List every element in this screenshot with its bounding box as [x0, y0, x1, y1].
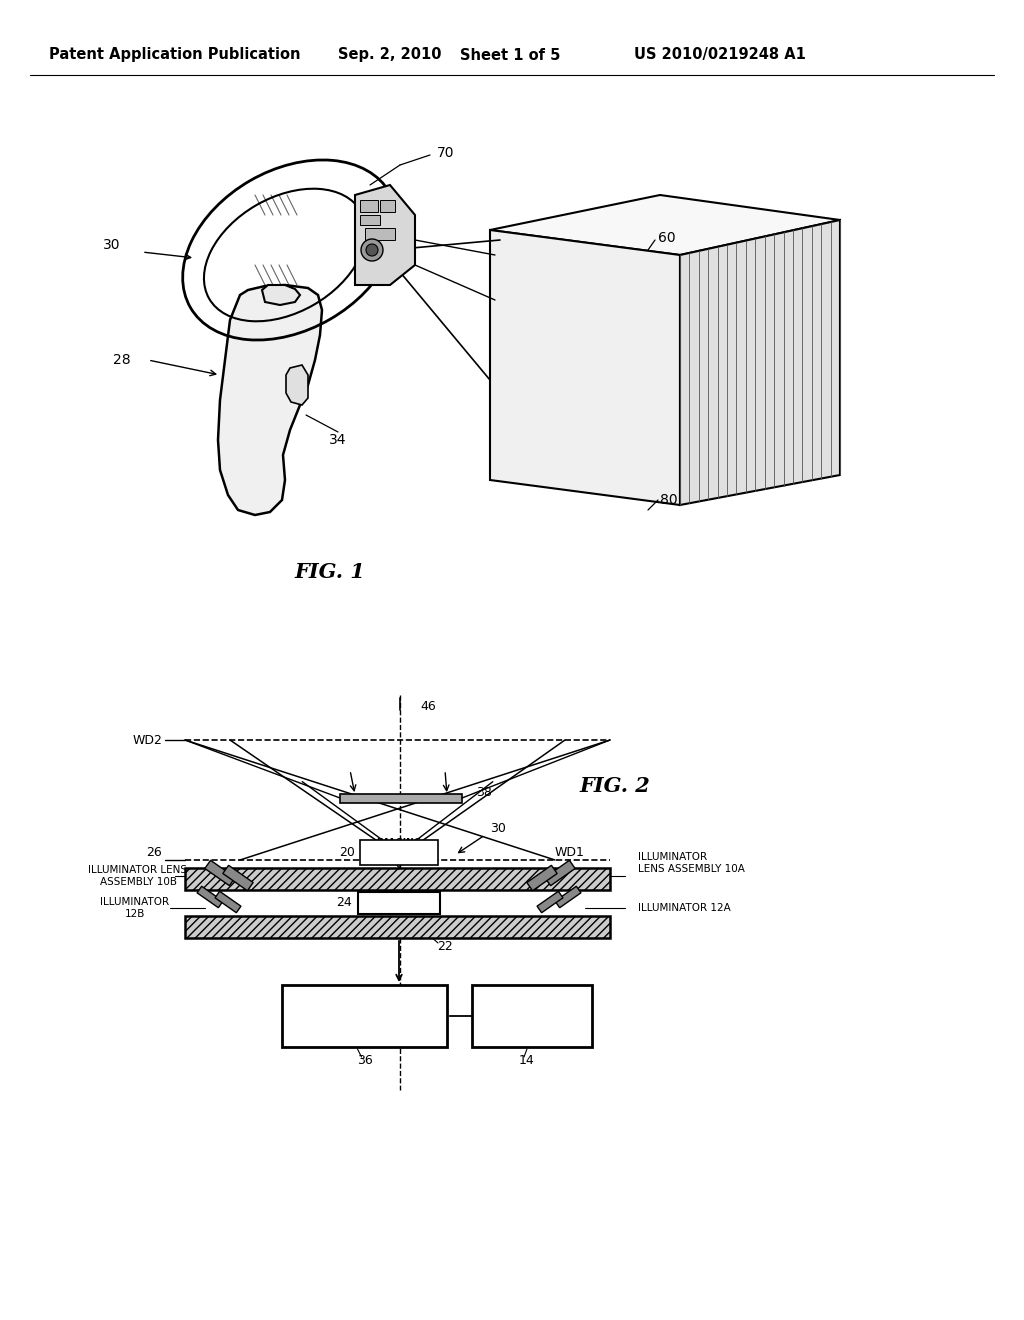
Bar	[380, 201, 395, 213]
Text: US 2010/0219248 A1: US 2010/0219248 A1	[634, 48, 806, 62]
Text: IMAGING
LENS
ASSEMBLY: IMAGING LENS ASSEMBLY	[373, 838, 425, 867]
Polygon shape	[262, 285, 300, 305]
Text: ILLUMINATOR
LENS ASSEMBLY 10A: ILLUMINATOR LENS ASSEMBLY 10A	[638, 853, 744, 874]
Bar	[360, 201, 378, 213]
Polygon shape	[197, 886, 223, 908]
Text: FIG. 2: FIG. 2	[580, 776, 650, 796]
Bar	[185, 869, 610, 890]
Text: 30: 30	[103, 238, 121, 252]
Bar	[360, 215, 380, 224]
Polygon shape	[490, 195, 840, 255]
Text: 24: 24	[336, 896, 352, 909]
Text: 80: 80	[660, 492, 678, 507]
Text: ILLUMINATOR
12B: ILLUMINATOR 12B	[100, 898, 170, 919]
Text: 14: 14	[519, 1055, 535, 1068]
Bar	[365, 228, 395, 240]
Text: 28: 28	[114, 352, 131, 367]
Polygon shape	[223, 866, 253, 891]
Text: 38: 38	[476, 785, 492, 799]
Polygon shape	[218, 285, 322, 515]
Text: 20: 20	[339, 846, 355, 859]
Bar	[340, 795, 462, 803]
Polygon shape	[490, 230, 680, 506]
Text: 34: 34	[330, 433, 347, 447]
Polygon shape	[355, 185, 415, 285]
Bar	[360, 840, 438, 865]
Text: FIG. 1: FIG. 1	[295, 562, 366, 582]
Ellipse shape	[361, 239, 383, 261]
Text: 36: 36	[356, 1055, 373, 1068]
Ellipse shape	[366, 244, 378, 256]
Text: 46: 46	[420, 701, 436, 714]
Polygon shape	[526, 866, 557, 891]
Text: CONTROLLER: CONTROLLER	[312, 1008, 417, 1023]
Text: Patent Application Publication: Patent Application Publication	[49, 48, 301, 62]
Text: 30: 30	[490, 821, 506, 834]
Text: Sheet 1 of 5: Sheet 1 of 5	[460, 48, 560, 62]
Polygon shape	[555, 886, 581, 908]
Polygon shape	[205, 861, 236, 886]
Text: IMAGER: IMAGER	[373, 896, 425, 909]
Text: ILLUMINATOR 12A: ILLUMINATOR 12A	[638, 903, 731, 913]
Text: 26: 26	[146, 846, 162, 858]
Polygon shape	[545, 861, 575, 886]
Text: 60: 60	[658, 231, 676, 246]
Bar	[472, 985, 592, 1047]
Text: MEMORY: MEMORY	[498, 1008, 566, 1023]
Text: WD1: WD1	[555, 846, 585, 858]
Polygon shape	[680, 220, 840, 506]
Text: Sep. 2, 2010: Sep. 2, 2010	[338, 48, 441, 62]
Bar	[282, 985, 447, 1047]
Text: ILLUMINATOR LENS
ASSEMBLY 10B: ILLUMINATOR LENS ASSEMBLY 10B	[88, 865, 187, 887]
Polygon shape	[537, 891, 563, 912]
Text: 70: 70	[437, 147, 455, 160]
Polygon shape	[286, 366, 308, 405]
Text: WD2: WD2	[132, 734, 162, 747]
Polygon shape	[215, 891, 241, 912]
Bar	[185, 916, 610, 939]
Text: 22: 22	[437, 940, 453, 953]
Bar	[358, 892, 440, 913]
